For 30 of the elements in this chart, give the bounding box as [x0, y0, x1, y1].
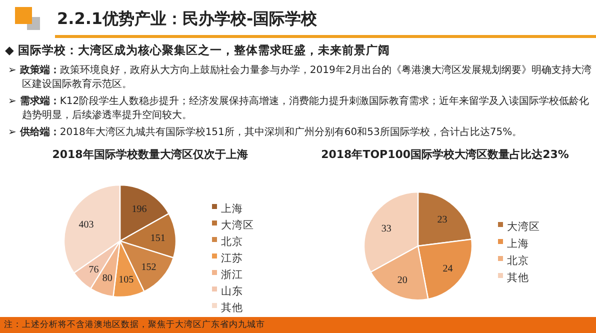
legend-label: 上海: [507, 237, 529, 250]
legend-label: 其他: [221, 301, 243, 314]
chart-title: 2018年国际学校数量大湾区仅次于上海: [52, 148, 248, 161]
legend-label: 其他: [507, 271, 529, 284]
data-label: 76: [88, 264, 99, 276]
data-label: 33: [381, 223, 392, 234]
data-label: 24: [442, 264, 453, 275]
chart-title: 2018年TOP100国际学校大湾区数量占比达23%: [321, 148, 569, 161]
legend-label: 江苏: [221, 252, 243, 264]
data-label: 105: [118, 274, 134, 286]
data-label: 80: [102, 272, 112, 284]
legend-label: 大湾区: [507, 220, 540, 233]
text: 2.2.1优势产业：民办学校-国际学校: [57, 9, 318, 30]
legend-label: 北京: [221, 235, 243, 248]
legend-label: 大湾区: [221, 218, 254, 232]
legend-label: 山东: [221, 284, 243, 298]
legend-label: 上海: [221, 202, 243, 215]
text: 注：上述分析将不含港澳地区数据，聚焦于大湾区广东省内九城市: [0, 317, 596, 333]
legend-label: 浙江: [221, 268, 243, 281]
data-label: 20: [397, 275, 408, 286]
data-label: 23: [437, 214, 448, 226]
data-label: 403: [78, 219, 94, 230]
legend-label: 北京: [507, 254, 529, 267]
text: ➢ 供给端：2018年大湾区九城共有国际学校151所，其中深圳和广州分别有60和53所国际学校，合计占比达75%。: [8, 126, 524, 140]
data-label: 152: [141, 262, 156, 273]
text: ➢ 政策端：政策环境良好，政府从大方向上鼓励社会力量参与办学，2019年2月出台的《粤港澳大湾区发展规划纲要》明确支持大湾区建设国际教育示范区。: [8, 64, 593, 92]
data-label: 151: [150, 233, 166, 244]
text: ➢ 需求端：K12阶段学生人数稳步提升；经济发展保持高增速，消费能力提升刺激国际教育需求；近年来留学及入读国际学校低龄化趋势明显，后续渗透率提升空间较大。: [8, 95, 590, 123]
data-label: 196: [132, 204, 147, 216]
text: ◆ 国际学校：大湾区成为核心聚集区之一，整体需求旺盛，未来前景广阔: [5, 43, 391, 58]
